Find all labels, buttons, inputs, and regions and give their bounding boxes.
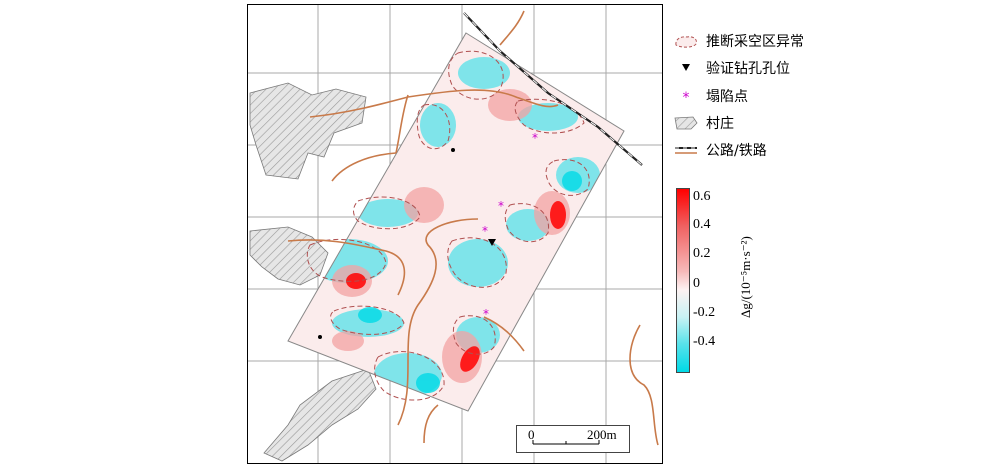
asterisk-icon: * bbox=[482, 224, 488, 238]
legend-item-road-railway: 公路/铁路 bbox=[672, 139, 767, 161]
legend-item-collapse: * 塌陷点 bbox=[672, 85, 749, 107]
map-frame: * * * * bbox=[247, 4, 663, 464]
borehole-markers bbox=[318, 148, 496, 339]
gravity-anomaly-map: * * * * bbox=[248, 5, 662, 463]
colorbar-tick: 0.6 bbox=[693, 189, 711, 204]
colorbar-tick: 0.4 bbox=[693, 217, 711, 232]
scale-bar: 0 200m bbox=[516, 425, 630, 453]
asterisk-icon: * bbox=[483, 307, 489, 321]
legend-item-goaf: 推断采空区异常 bbox=[672, 30, 804, 52]
asterisk-icon: * bbox=[498, 199, 504, 213]
village-areas bbox=[249, 82, 377, 462]
scale-end-label: 200m bbox=[587, 427, 617, 442]
goaf-anomaly-outlines bbox=[306, 50, 590, 401]
colorbar-tick: -0.4 bbox=[693, 334, 716, 349]
legend-item-borehole: 验证钻孔孔位 bbox=[672, 57, 790, 79]
colorbar-tick: 0.2 bbox=[693, 246, 711, 261]
asterisk-icon: * bbox=[532, 131, 538, 145]
roads bbox=[287, 10, 659, 446]
collapse-points: * * * * bbox=[482, 131, 538, 321]
hatched-area-icon bbox=[672, 114, 700, 132]
asterisk-icon: * bbox=[672, 87, 700, 105]
black-dot-icon bbox=[318, 335, 322, 339]
scale-bar-graphic bbox=[532, 440, 600, 445]
railway bbox=[463, 12, 643, 166]
colorbar bbox=[676, 188, 690, 373]
black-dot-icon bbox=[451, 148, 455, 152]
legend-item-village: 村庄 bbox=[672, 112, 734, 134]
svg-text:*: * bbox=[683, 90, 690, 104]
survey-boundary bbox=[287, 32, 625, 412]
road-railway-icon bbox=[672, 141, 700, 159]
colorbar-tick: -0.2 bbox=[693, 305, 716, 320]
dashed-outline-icon bbox=[672, 32, 700, 50]
scale-start-label: 0 bbox=[528, 427, 535, 442]
borehole-triangle-icon bbox=[488, 239, 496, 246]
colorbar-tick: 0 bbox=[693, 276, 700, 291]
triangle-down-icon bbox=[672, 59, 700, 77]
colorbar-title: Δg/(10⁻⁵m·s⁻²) bbox=[738, 236, 753, 318]
